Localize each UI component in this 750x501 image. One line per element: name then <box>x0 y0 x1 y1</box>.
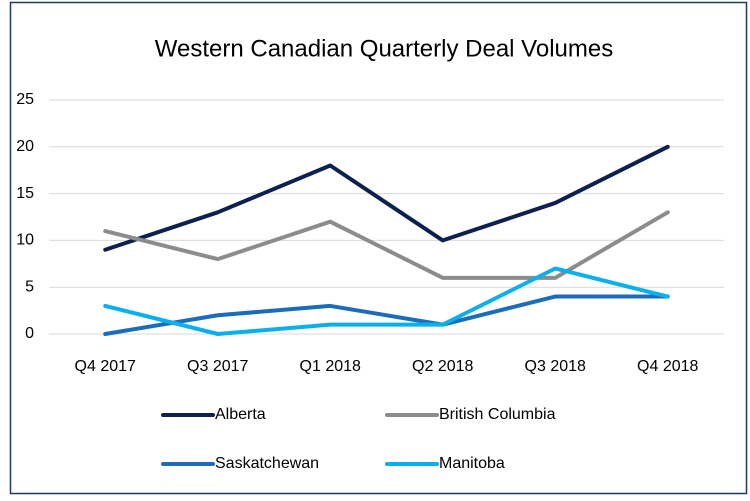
series-line <box>103 210 670 280</box>
legend-label: Saskatchewan <box>215 455 319 472</box>
chart-title: Western Canadian Quarterly Deal Volumes <box>155 35 613 62</box>
y-tick-label: 25 <box>16 91 34 108</box>
y-tick-label: 10 <box>16 232 34 249</box>
x-tick-label: Q4 2018 <box>637 358 698 375</box>
x-tick-label: Q1 2018 <box>300 358 361 375</box>
y-tick-label: 20 <box>16 138 34 155</box>
y-tick-label: 0 <box>25 325 34 342</box>
legend-label: British Columbia <box>439 406 556 423</box>
x-tick-label: Q4 2017 <box>75 358 136 375</box>
series-line <box>103 294 670 336</box>
y-tick-label: 5 <box>25 278 34 295</box>
y-tick-label: 15 <box>16 185 34 202</box>
legend-label: Manitoba <box>439 455 505 472</box>
legend-label: Alberta <box>215 406 266 423</box>
x-tick-label: Q2 2018 <box>412 358 473 375</box>
series-line <box>103 144 670 252</box>
x-tick-label: Q3 2017 <box>187 358 248 375</box>
series-line <box>103 266 670 336</box>
x-tick-label: Q3 2018 <box>525 358 586 375</box>
